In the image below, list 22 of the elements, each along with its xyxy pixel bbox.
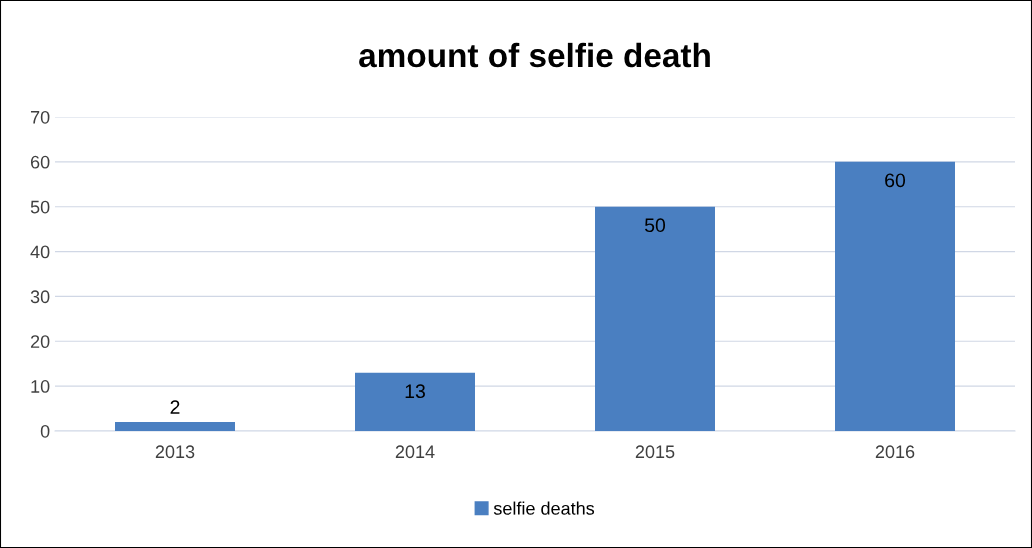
y-tick-label: 20 bbox=[30, 335, 50, 349]
data-label: 2 bbox=[170, 400, 180, 414]
y-tick-label: 0 bbox=[40, 424, 50, 438]
bar bbox=[355, 372, 475, 431]
bar bbox=[595, 206, 715, 431]
data-label: 60 bbox=[885, 173, 906, 188]
y-tick-label: 40 bbox=[30, 245, 50, 259]
chart-title: amount of selfie death bbox=[359, 42, 710, 68]
x-tick-label: 2016 bbox=[875, 445, 915, 459]
y-tick-label: 10 bbox=[31, 380, 50, 393]
bar bbox=[115, 422, 235, 431]
bar bbox=[835, 161, 955, 431]
y-tick-label: 70 bbox=[30, 110, 50, 124]
legend-label: selfie deaths bbox=[493, 501, 595, 515]
y-tick-label: 30 bbox=[30, 290, 50, 304]
x-tick-label: 2014 bbox=[395, 445, 435, 459]
y-tick-label: 60 bbox=[30, 155, 50, 169]
x-tick-label: 2013 bbox=[155, 445, 195, 459]
y-tick-label: 50 bbox=[30, 200, 50, 214]
x-tick-label: 2015 bbox=[635, 445, 675, 459]
data-label: 50 bbox=[644, 218, 666, 233]
data-label: 13 bbox=[405, 384, 425, 399]
